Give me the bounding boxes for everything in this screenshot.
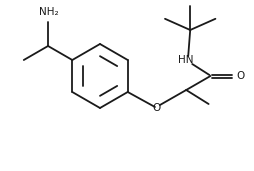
Text: HN: HN <box>179 55 194 65</box>
Text: NH₂: NH₂ <box>39 7 59 17</box>
Text: O: O <box>236 71 245 81</box>
Text: O: O <box>153 103 161 113</box>
